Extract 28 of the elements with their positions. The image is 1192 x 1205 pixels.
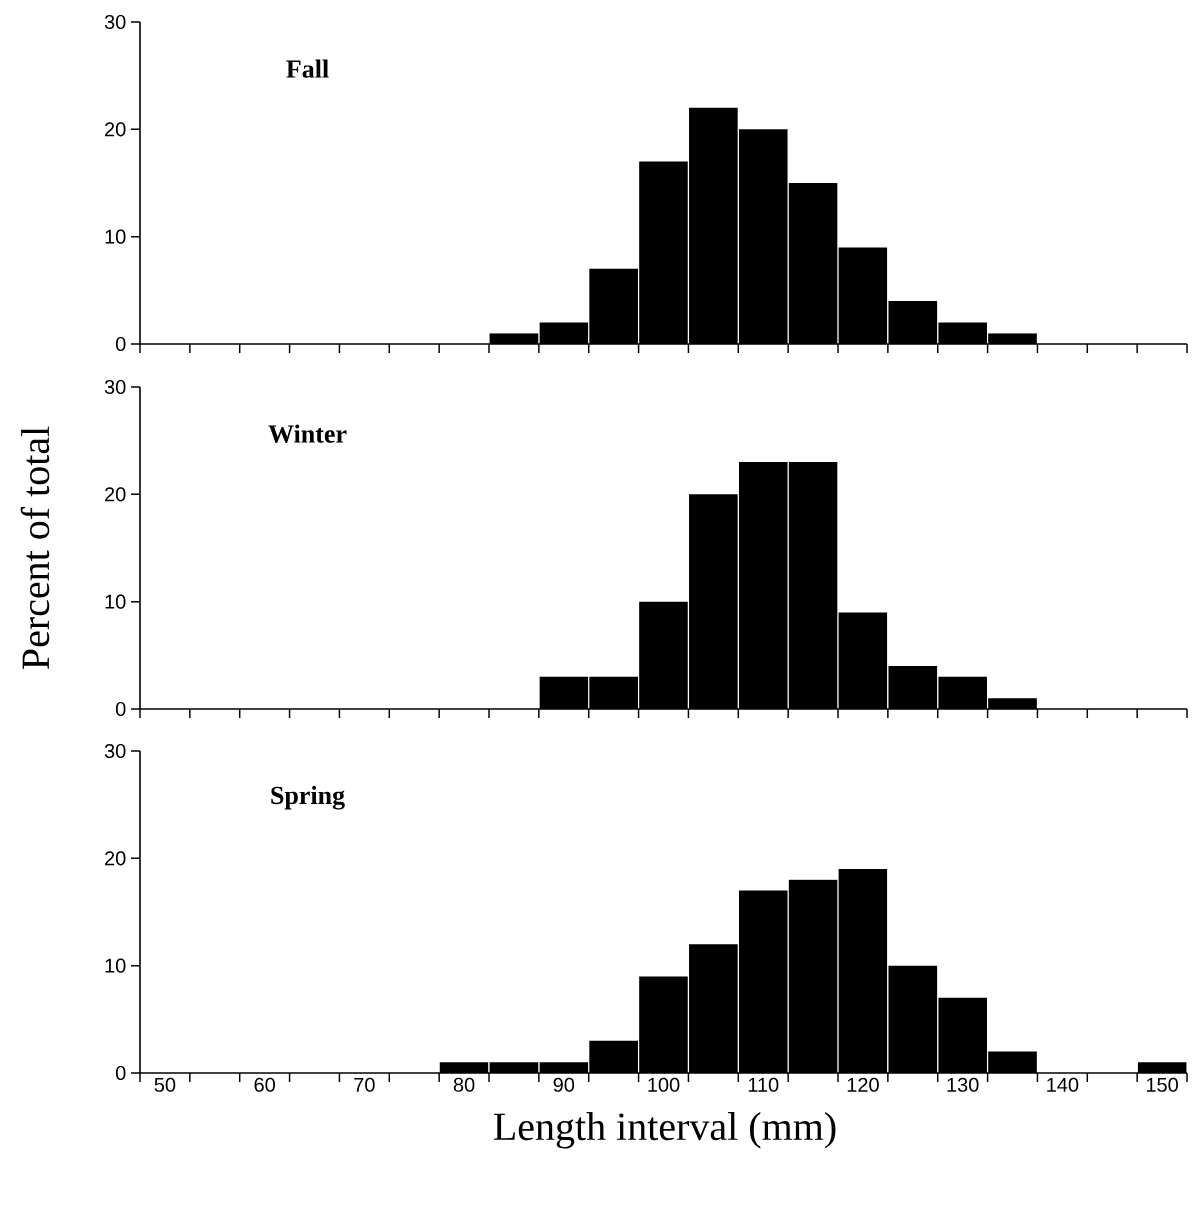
y-tick-label: 30	[104, 743, 126, 759]
x-tick-label: 70	[354, 1077, 375, 1092]
y-tick-label: 0	[115, 1065, 126, 1081]
y-tick-label: 20	[105, 122, 126, 137]
y-tick-label: 30	[104, 379, 126, 395]
text: Spring	[271, 785, 345, 810]
x-tick-label: 60	[254, 1077, 275, 1092]
text: Winter	[268, 424, 347, 443]
y-tick-label: 0	[115, 336, 126, 352]
x-tick-label: 140	[1047, 1077, 1079, 1092]
x-tick-label: 150	[1146, 1077, 1178, 1092]
y-axis-title: Percent of total	[20, 426, 50, 670]
x-tick-label: 130	[947, 1077, 979, 1092]
x-tick-label: 100	[648, 1077, 680, 1092]
y-tick-label: 10	[105, 594, 126, 609]
y-tick-label: 20	[105, 487, 126, 502]
y-tick-label: 10	[105, 958, 126, 973]
x-tick-label: 120	[847, 1077, 879, 1092]
y-tick-label: 0	[115, 701, 126, 717]
x-axis-title: Length interval (mm)	[493, 1112, 836, 1149]
y-tick-label: 20	[105, 851, 126, 866]
x-tick-label: 90	[553, 1077, 575, 1092]
y-tick-label: 10	[105, 229, 126, 244]
x-tick-label: 80	[453, 1077, 475, 1092]
x-tick-label: 50	[154, 1077, 176, 1092]
text: Fall	[286, 59, 329, 78]
y-tick-label: 30	[104, 14, 126, 30]
x-tick-label: 110	[748, 1077, 779, 1092]
